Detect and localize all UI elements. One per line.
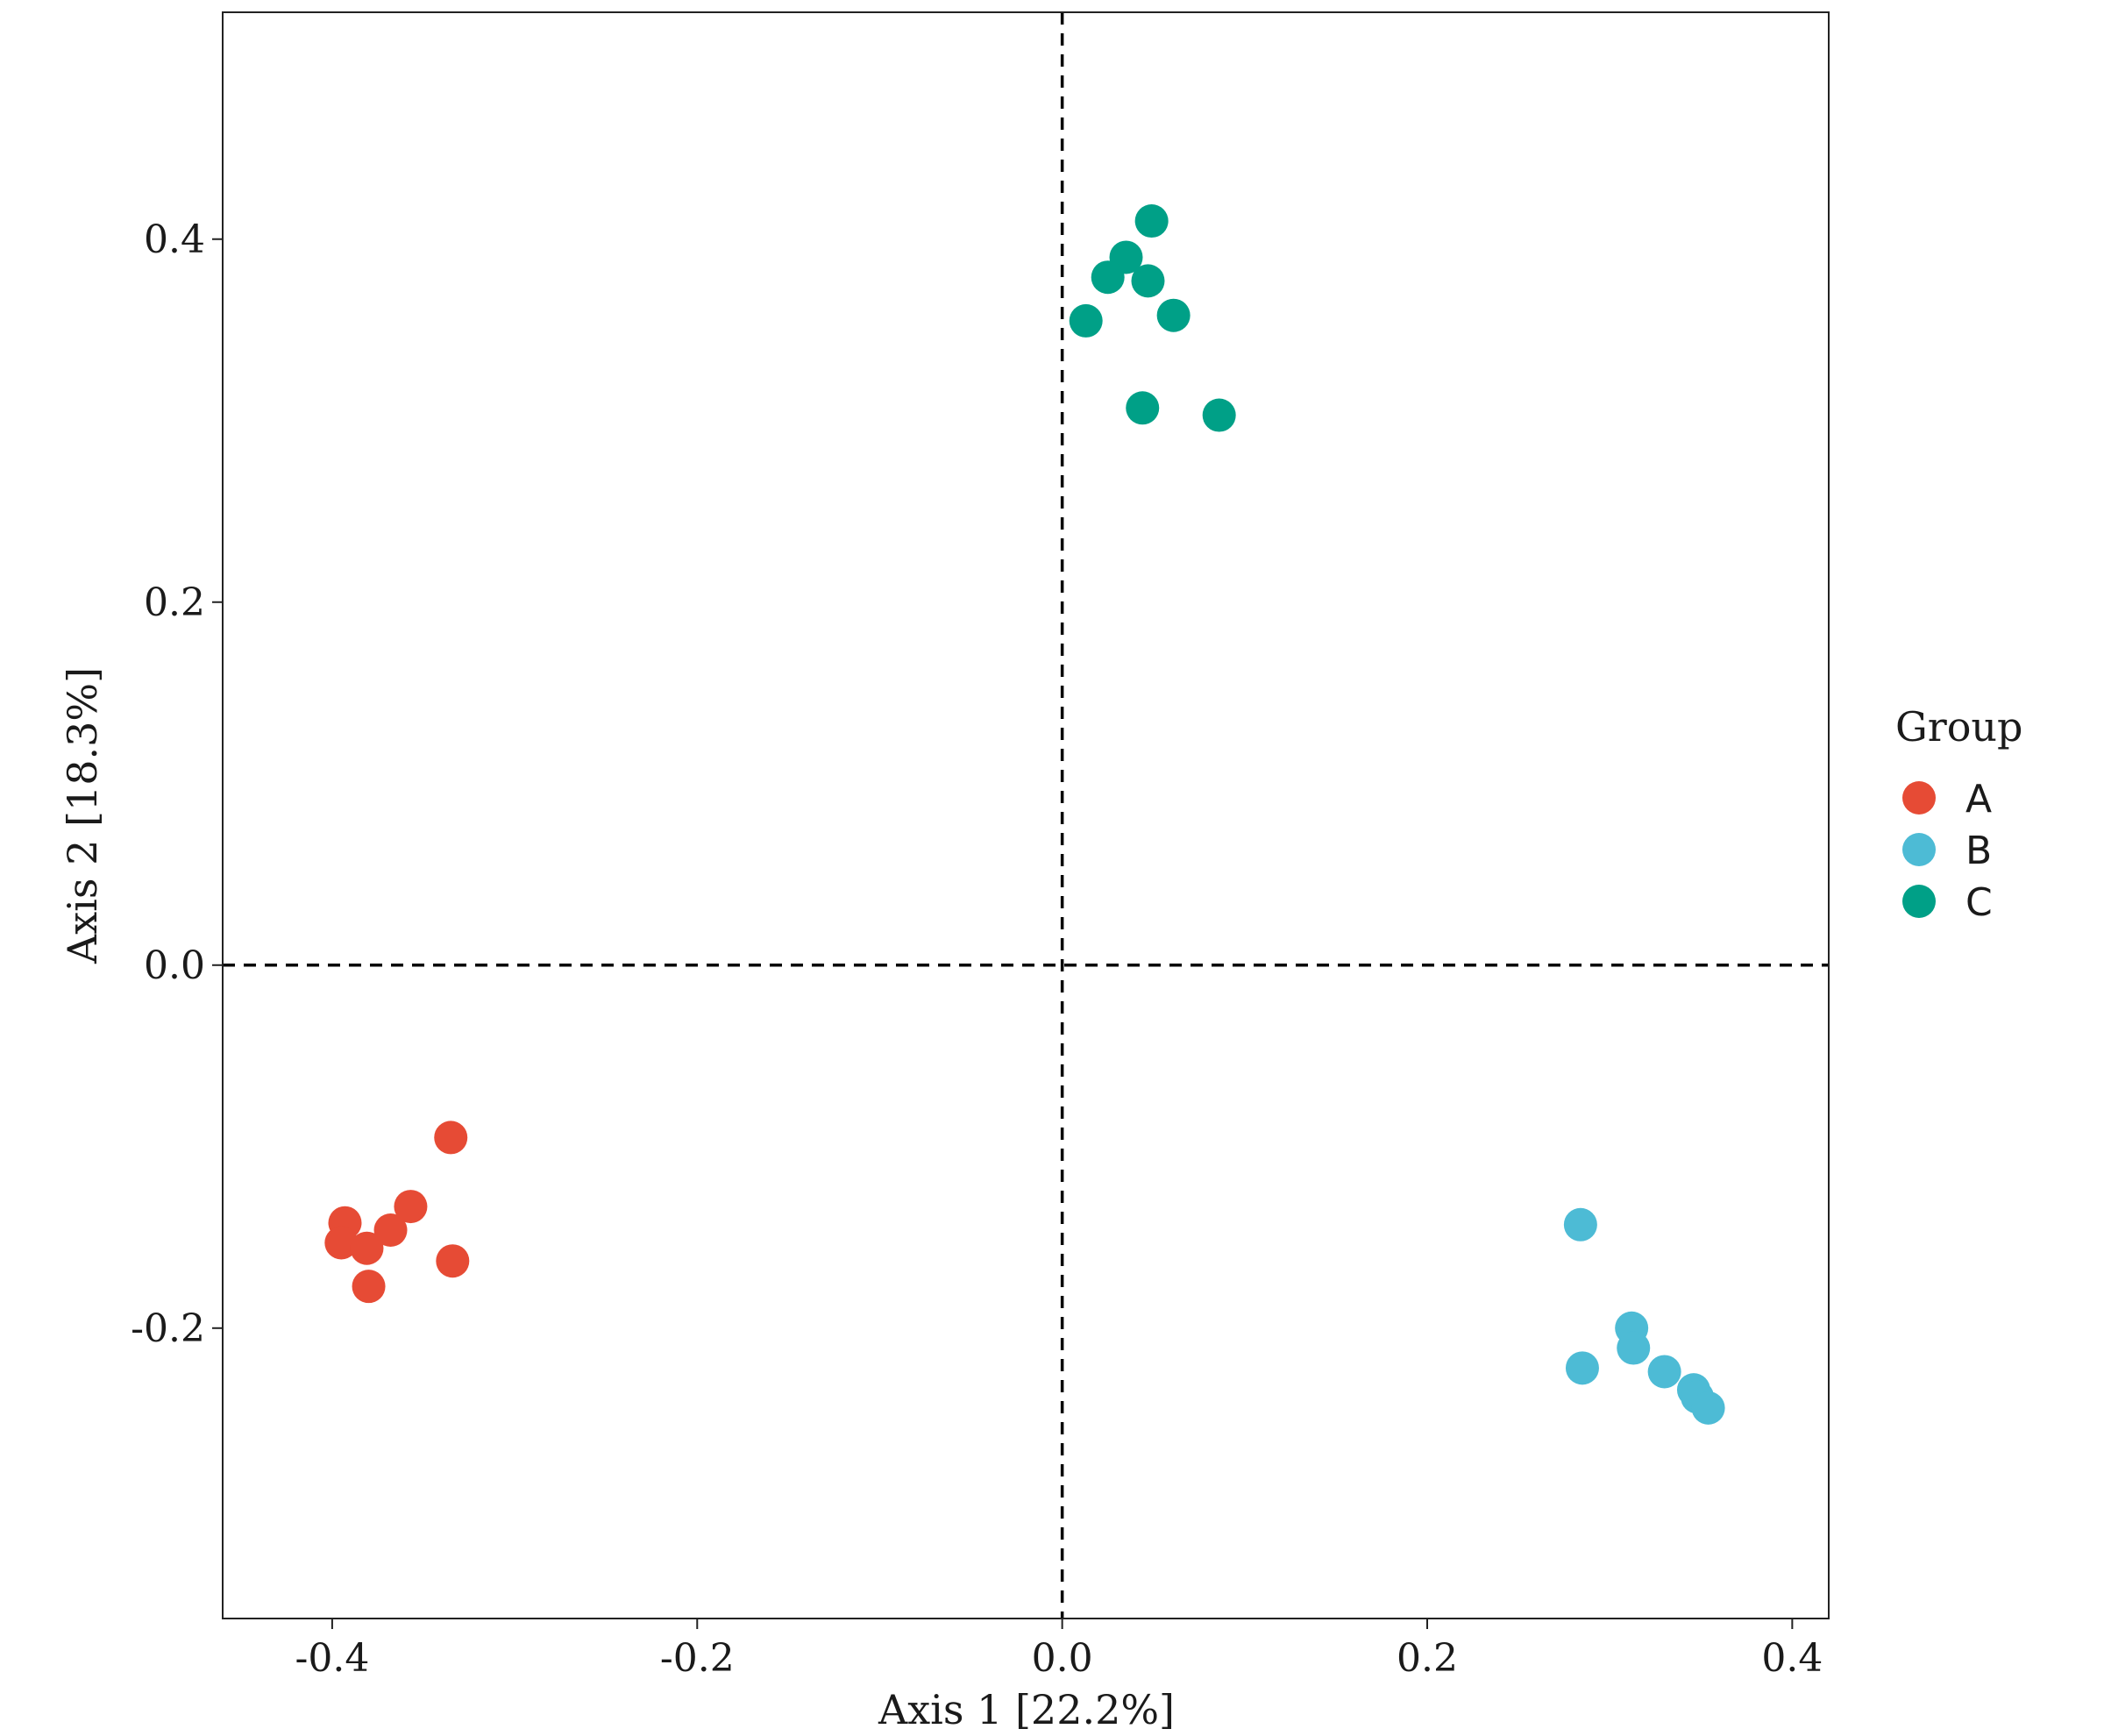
data-point <box>1131 264 1165 298</box>
data-point <box>1202 398 1236 432</box>
data-point <box>1565 1351 1599 1385</box>
data-point <box>434 1121 468 1155</box>
plot-border <box>222 11 1830 1619</box>
data-point <box>1134 204 1169 238</box>
data-point <box>1563 1207 1597 1242</box>
data-point <box>324 1226 359 1260</box>
y-tick-label: -0.2 <box>131 1306 205 1351</box>
legend-swatch-a <box>1902 781 1936 815</box>
data-point <box>352 1270 386 1304</box>
data-point <box>1126 391 1160 425</box>
data-point <box>436 1244 470 1278</box>
data-point <box>394 1190 428 1224</box>
legend-swatch-c <box>1902 885 1936 918</box>
y-tick-label: 0.4 <box>144 217 205 262</box>
x-axis-title: Axis 1 [22.2%] <box>878 1686 1175 1733</box>
data-point <box>1091 260 1125 295</box>
legend-label-b: B <box>1965 829 1992 873</box>
data-point <box>373 1213 408 1248</box>
data-point <box>1691 1391 1725 1425</box>
data-point <box>1647 1355 1681 1389</box>
x-tick-label: -0.2 <box>660 1636 735 1681</box>
series-a <box>324 1121 470 1304</box>
data-point <box>350 1231 384 1265</box>
x-tick-label: 0.4 <box>1761 1636 1823 1681</box>
series-b <box>1563 1207 1725 1425</box>
legend-label-a: A <box>1965 777 1992 822</box>
legend-swatch-b <box>1902 833 1936 866</box>
data-point <box>1069 303 1103 338</box>
x-tick-label: 0.2 <box>1397 1636 1458 1681</box>
x-tick-label: -0.4 <box>295 1636 369 1681</box>
y-tick-label: 0.2 <box>144 580 205 625</box>
y-axis-title: Axis 2 [18.3%] <box>59 667 106 964</box>
data-point <box>1156 298 1191 332</box>
legend: Group ABC <box>1895 703 2023 925</box>
data-point <box>1617 1331 1651 1365</box>
legend-label-c: C <box>1965 880 1993 925</box>
legend-title: Group <box>1895 703 2023 751</box>
series-c <box>1069 204 1236 432</box>
x-tick-label: 0.0 <box>1032 1636 1093 1681</box>
y-tick-label: 0.0 <box>144 943 205 988</box>
plot-area: -0.4 -0.2 0.0 0.2 0.4 -0.2 0.0 0.2 0.4 <box>131 11 1830 1681</box>
